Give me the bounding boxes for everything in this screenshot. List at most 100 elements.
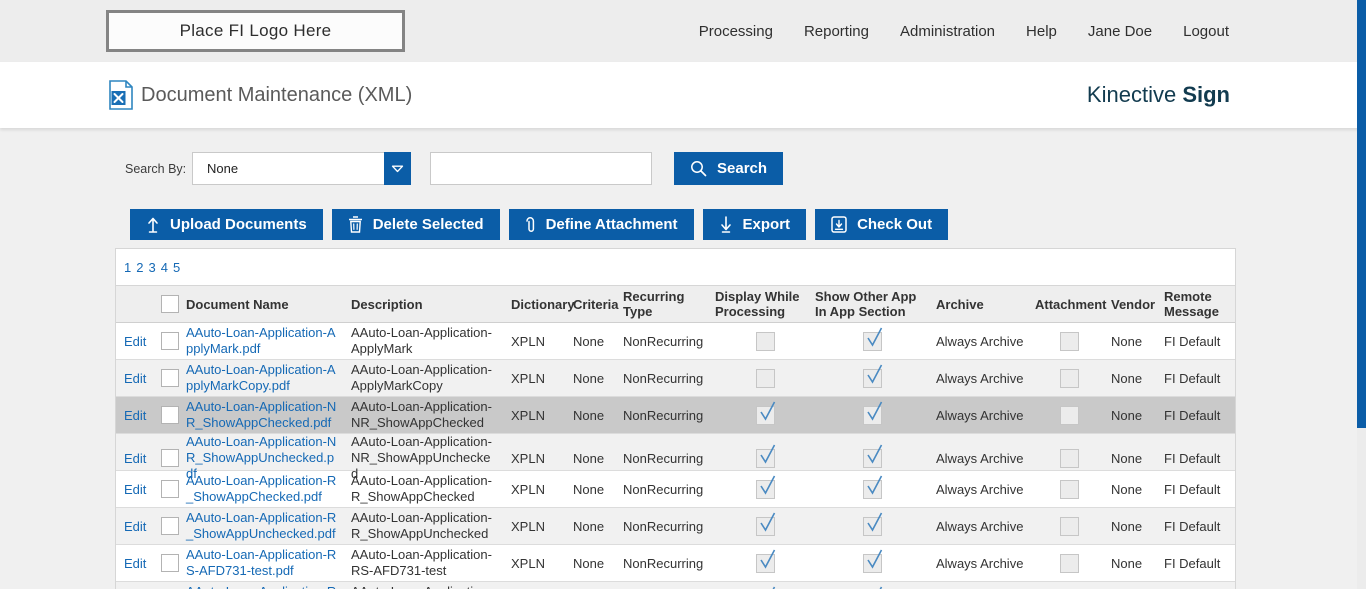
- nav-item-administration[interactable]: Administration: [899, 22, 996, 40]
- document-name-link[interactable]: AAuto-Loan-Application-NR_ShowAppChecked…: [186, 399, 337, 430]
- select-all-checkbox[interactable]: [161, 295, 179, 313]
- display-while-processing-checkbox[interactable]: [755, 549, 775, 573]
- recurring-type-cell: NonRecurring: [623, 333, 704, 349]
- document-name-cell: AAuto-Loan-Application-ApplyMark.pdf: [186, 325, 351, 357]
- table-header-row: Document Name Description Dictionary Cri…: [116, 285, 1235, 323]
- row-select-checkbox[interactable]: [161, 480, 179, 498]
- archive-cell: Always Archive: [936, 555, 1024, 571]
- document-name-cell: AAuto-Loan-Application-R_ShowAppUnchecke…: [186, 510, 351, 542]
- edit-link[interactable]: Edit: [124, 518, 147, 534]
- document-name-link[interactable]: AAuto-Loan-Application-ApplyMarkCopy.pdf: [186, 362, 336, 393]
- vertical-scrollbar[interactable]: [1357, 0, 1366, 589]
- page-link-4[interactable]: 4: [160, 259, 168, 275]
- display-while-processing-checkbox[interactable]: [755, 331, 775, 351]
- show-other-app-cell: [815, 512, 930, 536]
- edit-cell: Edit: [116, 556, 154, 571]
- vendor-cell: None: [1111, 370, 1143, 386]
- page-link-1[interactable]: 1: [124, 259, 132, 275]
- table-row: Edit AAuto-Loan-Application-ApplyMark.pd…: [116, 323, 1235, 360]
- scrollbar-thumb[interactable]: [1357, 0, 1366, 428]
- header-display-while-processing: Display While Processing: [715, 289, 800, 319]
- vendor-cell: None: [1111, 333, 1143, 349]
- page-link-3[interactable]: 3: [148, 259, 156, 275]
- edit-link[interactable]: Edit: [124, 407, 147, 423]
- show-other-app-checkbox[interactable]: [863, 475, 883, 499]
- display-while-processing-checkbox[interactable]: [755, 512, 775, 536]
- display-while-processing-cell: [715, 401, 815, 425]
- checkmark-icon: [867, 364, 883, 384]
- header-remote-message: Remote Message: [1164, 289, 1219, 319]
- header-attachment: Attachment: [1035, 296, 1107, 312]
- define-attachment-button[interactable]: Define Attachment: [508, 209, 694, 240]
- dictionary-cell: XPLN: [511, 370, 545, 386]
- attachment-cell: [1035, 448, 1103, 468]
- edit-link[interactable]: Edit: [124, 370, 147, 386]
- show-other-app-checkbox[interactable]: [863, 364, 883, 388]
- upload-documents-button[interactable]: Upload Documents: [130, 209, 323, 240]
- nav-item-logout[interactable]: Logout: [1183, 22, 1229, 40]
- document-name-link[interactable]: AAuto-Loan-Application-ApplyMark.pdf: [186, 325, 336, 356]
- row-select-checkbox[interactable]: [161, 332, 179, 350]
- dropdown-arrow-button[interactable]: [384, 152, 411, 185]
- checkmark-icon: [867, 475, 883, 495]
- show-other-app-checkbox[interactable]: [863, 401, 883, 425]
- display-while-processing-checkbox[interactable]: [755, 475, 775, 499]
- document-name-link[interactable]: AAuto-Loan-Application-NR_ShowAppUncheck…: [186, 434, 337, 481]
- document-name-link[interactable]: AAuto-Loan-Application-RS-AFD731-test.pd…: [186, 547, 337, 578]
- delete-selected-button[interactable]: Delete Selected: [331, 209, 500, 240]
- nav-item-help[interactable]: Help: [1026, 22, 1057, 40]
- edit-link[interactable]: Edit: [124, 555, 147, 571]
- content-area: Search By: None Search Upload Docum: [0, 152, 1366, 589]
- description-cell: AAuto-Loan-Application-R_ShowAppChecked: [351, 473, 492, 504]
- attachment-checkbox[interactable]: [1059, 448, 1079, 468]
- row-select-checkbox[interactable]: [161, 406, 179, 424]
- document-name-link[interactable]: AAuto-Loan-Application-RS-: [186, 584, 351, 589]
- show-other-app-checkbox[interactable]: [863, 512, 883, 536]
- header-show-other-app: Show Other App In App Section: [815, 289, 917, 319]
- edit-link[interactable]: Edit: [124, 333, 147, 349]
- edit-link[interactable]: Edit: [124, 481, 147, 497]
- dictionary-cell: XPLN: [511, 555, 545, 571]
- attachment-checkbox[interactable]: [1059, 553, 1079, 573]
- display-while-processing-checkbox[interactable]: [755, 368, 775, 388]
- display-while-processing-checkbox[interactable]: [755, 401, 775, 425]
- show-other-app-checkbox[interactable]: [863, 444, 883, 468]
- attachment-checkbox[interactable]: [1059, 405, 1079, 425]
- search-input[interactable]: [430, 152, 652, 185]
- check-out-button[interactable]: Check Out: [815, 209, 949, 240]
- display-while-processing-checkbox[interactable]: [755, 444, 775, 468]
- page-link-5[interactable]: 5: [172, 259, 181, 275]
- search-by-dropdown[interactable]: None: [192, 152, 411, 185]
- document-name-link[interactable]: AAuto-Loan-Application-R_ShowAppUnchecke…: [186, 510, 337, 541]
- description-cell: AAuto-Loan-Application-ApplyMark: [351, 325, 492, 356]
- export-button[interactable]: Export: [702, 209, 807, 240]
- attachment-cell: [1035, 368, 1103, 388]
- row-select-checkbox[interactable]: [161, 369, 179, 387]
- document-name-link[interactable]: AAuto-Loan-Application-R_ShowAppChecked.…: [186, 473, 337, 504]
- edit-cell: Edit: [116, 451, 154, 466]
- attachment-checkbox[interactable]: [1059, 479, 1079, 499]
- search-button[interactable]: Search: [674, 152, 784, 185]
- row-select-checkbox[interactable]: [161, 517, 179, 535]
- row-select-checkbox[interactable]: [161, 449, 179, 467]
- show-other-app-checkbox[interactable]: [863, 549, 883, 573]
- fi-logo-text: Place FI Logo Here: [179, 21, 332, 40]
- edit-link[interactable]: Edit: [124, 450, 147, 466]
- header-criteria: Criteria: [573, 296, 619, 312]
- attachment-checkbox[interactable]: [1059, 368, 1079, 388]
- attachment-checkbox[interactable]: [1059, 516, 1079, 536]
- show-other-app-checkbox[interactable]: [863, 327, 883, 351]
- nav-item-user[interactable]: Jane Doe: [1087, 22, 1153, 40]
- table-row: Edit AAuto-Loan-Application-R_ShowAppChe…: [116, 471, 1235, 508]
- header-document-name: Document Name: [186, 296, 289, 312]
- page-link-2[interactable]: 2: [136, 259, 144, 275]
- show-other-app-cell: [815, 475, 930, 499]
- checkmark-icon: [759, 444, 775, 464]
- paperclip-icon: [525, 216, 534, 232]
- nav-item-reporting[interactable]: Reporting: [803, 22, 869, 40]
- nav-item-processing[interactable]: Processing: [698, 22, 773, 40]
- fi-logo-placeholder: Place FI Logo Here: [106, 10, 405, 52]
- row-select-checkbox[interactable]: [161, 554, 179, 572]
- description-cell: AAuto-Loan-Application-RS-: [351, 584, 511, 589]
- attachment-checkbox[interactable]: [1059, 331, 1079, 351]
